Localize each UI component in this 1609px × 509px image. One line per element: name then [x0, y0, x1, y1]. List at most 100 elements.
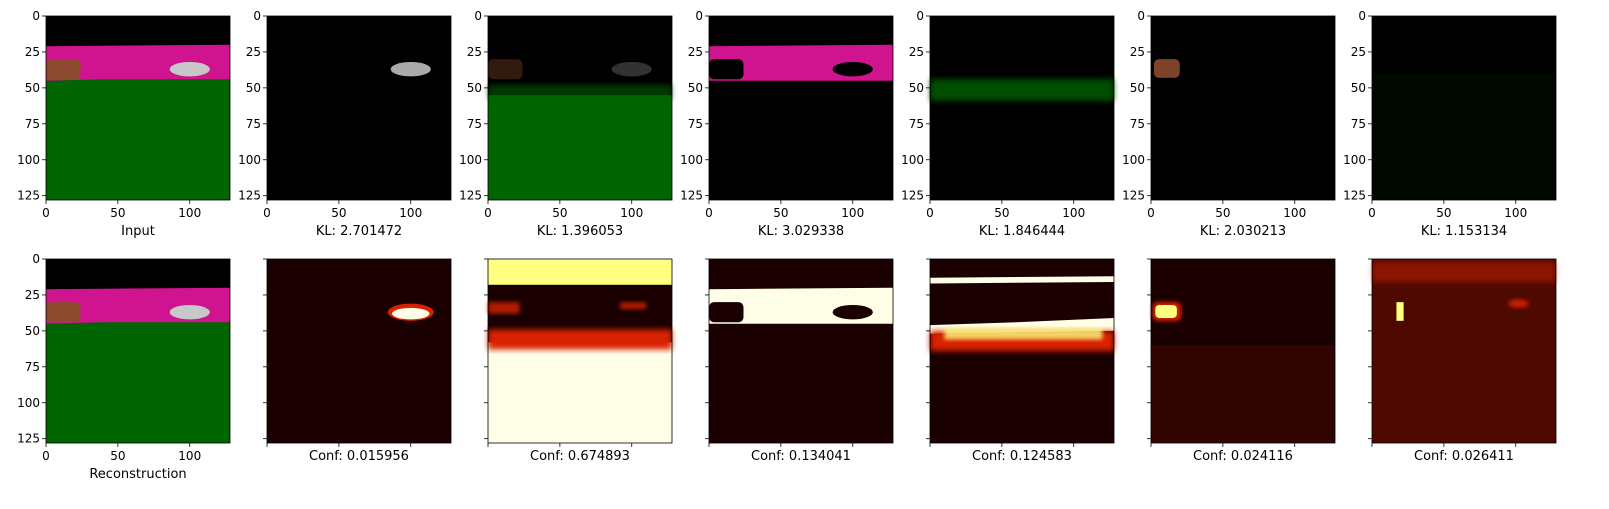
y-tick-label: 25 — [246, 45, 261, 59]
x-tick-label: 100 — [1062, 206, 1085, 220]
panel-xlabel: Conf: 0.024116 — [1193, 449, 1293, 464]
x-tick-label: 0 — [42, 449, 50, 463]
ground-region — [1372, 73, 1556, 200]
panel-bottom-5: Conf: 0.124583 — [926, 258, 1115, 464]
panel-xlabel: KL: 3.029338 — [758, 224, 844, 239]
heat-box-edge — [1396, 302, 1404, 321]
y-tick-label: 50 — [25, 81, 40, 95]
y-tick-label: 0 — [253, 9, 261, 23]
heat-noise — [1372, 259, 1556, 443]
y-tick-label: 75 — [1351, 117, 1366, 131]
axes-frame — [45, 15, 231, 201]
y-tick-label: 50 — [1351, 81, 1366, 95]
x-tick-label: 50 — [331, 206, 346, 220]
y-tick-label: 75 — [688, 117, 703, 131]
y-tick-label: 0 — [32, 9, 40, 23]
x-tick-label: 100 — [178, 206, 201, 220]
axes-frame — [929, 15, 1115, 201]
panel-bottom-2: Conf: 0.015956 — [263, 258, 452, 464]
axes-frame — [1371, 15, 1557, 201]
image-background — [267, 16, 451, 200]
panel-xlabel: Conf: 0.026411 — [1414, 449, 1514, 464]
x-tick-label: 0 — [484, 206, 492, 220]
y-tick-label: 125 — [17, 189, 40, 203]
y-tick-label: 100 — [459, 153, 482, 167]
y-tick-label: 0 — [1137, 9, 1145, 23]
y-tick-label: 25 — [467, 45, 482, 59]
axes-frame — [1150, 258, 1336, 444]
panel-xlabel: Conf: 0.134041 — [751, 449, 851, 464]
x-tick-label: 50 — [1215, 206, 1230, 220]
panel-bottom-6: Conf: 0.024116 — [1147, 258, 1336, 464]
panel-bottom-1: 0 50 100 0 25 50 75 100 125 Reconstruction — [17, 252, 231, 482]
y-tick-label: 125 — [459, 189, 482, 203]
ground-region — [46, 79, 230, 200]
axes-frame — [487, 15, 673, 201]
panel-top-3: 0 50 100 0 25 50 75 100 125 KL: 1.396053 — [459, 9, 673, 239]
x-tick-label: 0 — [1147, 206, 1155, 220]
image-background — [1372, 259, 1556, 443]
heat-car-edge — [620, 302, 647, 310]
y-tick-label: 125 — [1122, 189, 1145, 203]
heat-sky-mask — [488, 259, 672, 285]
panel-xlabel: Conf: 0.124583 — [972, 449, 1072, 464]
y-tick-label: 50 — [25, 324, 40, 338]
y-tick-label: 25 — [1130, 45, 1145, 59]
y-tick-label: 50 — [1130, 81, 1145, 95]
y-tick-label: 125 — [901, 189, 924, 203]
y-tick-label: 100 — [17, 153, 40, 167]
x-tick-label: 100 — [1504, 206, 1527, 220]
panel-xlabel: KL: 1.846444 — [979, 224, 1065, 239]
y-tick-label: 0 — [474, 9, 482, 23]
heat-top-band — [1372, 261, 1556, 282]
image-background — [709, 16, 893, 200]
x-tick-label: 100 — [841, 206, 864, 220]
axes-frame — [266, 258, 452, 444]
panel-xlabel: Reconstruction — [89, 467, 186, 482]
image-background — [709, 259, 893, 443]
y-tick-label: 25 — [25, 45, 40, 59]
heat-box-edge — [488, 302, 520, 314]
box-object — [709, 302, 744, 323]
axes-frame — [1371, 258, 1557, 444]
heat-box-mask — [1155, 305, 1177, 318]
axes-frame — [266, 15, 452, 201]
x-tick-label: 50 — [994, 206, 1009, 220]
x-tick-label: 50 — [110, 449, 125, 463]
x-tick-label: 50 — [773, 206, 788, 220]
y-tick-label: 50 — [246, 81, 261, 95]
heat-ground-faint — [1151, 345, 1335, 443]
x-tick-label: 0 — [705, 206, 713, 220]
y-tick-label: 125 — [238, 189, 261, 203]
x-tick-label: 0 — [1368, 206, 1376, 220]
car-object — [832, 62, 873, 77]
panel-xlabel: KL: 2.030213 — [1200, 224, 1286, 239]
ground-edge — [488, 85, 672, 100]
box-object — [709, 59, 744, 80]
x-tick-label: 50 — [110, 206, 125, 220]
axes-frame — [1150, 15, 1336, 201]
panel-bottom-7: Conf: 0.026411 — [1368, 258, 1557, 464]
panel-bottom-3: Conf: 0.674893 — [484, 258, 673, 464]
panel-top-1: 0 50 100 0 25 50 75 100 125 Input — [17, 9, 231, 239]
y-tick-label: 0 — [916, 9, 924, 23]
y-tick-label: 75 — [467, 117, 482, 131]
axes-frame — [45, 258, 231, 444]
panel-xlabel: KL: 2.701472 — [316, 224, 402, 239]
y-tick-label: 75 — [25, 117, 40, 131]
box-object — [488, 59, 523, 80]
ground-region — [488, 95, 672, 200]
panel-top-6: 0 50 100 0 25 50 75 100 125 KL: 2.030213 — [1122, 9, 1336, 239]
box-object — [46, 302, 81, 323]
axes-frame — [708, 258, 894, 444]
y-tick-label: 125 — [680, 189, 703, 203]
car-object — [390, 62, 431, 77]
y-tick-label: 0 — [32, 252, 40, 266]
y-tick-label: 25 — [909, 45, 924, 59]
heat-ground-mask — [488, 342, 672, 443]
car-object — [611, 62, 652, 77]
heat-car-edge — [1508, 299, 1529, 308]
heat-car-mask — [392, 307, 430, 320]
panel-xlabel: Conf: 0.015956 — [309, 449, 409, 464]
